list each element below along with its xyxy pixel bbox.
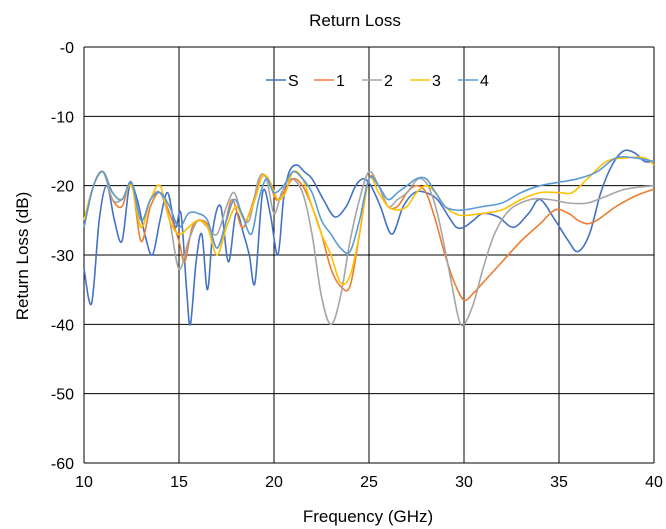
chart-title: Return Loss [309,11,401,30]
x-tick-label: 15 [170,474,188,491]
y-tick-label: -40 [51,317,74,334]
x-tick-label: 30 [455,474,473,491]
y-tick-label: -30 [51,248,74,265]
series-layer [83,149,655,327]
x-tick-label: 20 [265,474,283,491]
y-axis-label: Return Loss (dB) [13,192,32,321]
y-tick-label: -10 [51,109,74,126]
grid [83,46,655,464]
x-tick-label: 40 [645,474,663,491]
legend: S 1 2 3 4 [266,73,489,90]
legend-label: S [288,73,299,90]
x-tick-label: 10 [75,474,93,491]
y-tick-label: -50 [51,387,74,404]
series-line-1 [83,170,655,302]
y-tick-label: -0 [60,40,74,57]
legend-label: 4 [480,73,489,90]
y-axis-ticks: -0 -10 -20 -30 -40 -50 -60 [51,40,74,473]
x-axis-label: Frequency (GHz) [303,507,433,526]
series-line-4 [83,155,655,255]
legend-label: 1 [336,73,345,90]
legend-label: 3 [432,73,441,90]
y-tick-label: -20 [51,179,74,196]
legend-label: 2 [384,73,393,90]
x-tick-label: 25 [360,474,378,491]
series-line-3 [83,156,655,286]
y-tick-label: -60 [51,456,74,473]
x-tick-label: 35 [550,474,568,491]
x-axis-ticks: 10 15 20 25 30 35 40 [75,474,663,491]
